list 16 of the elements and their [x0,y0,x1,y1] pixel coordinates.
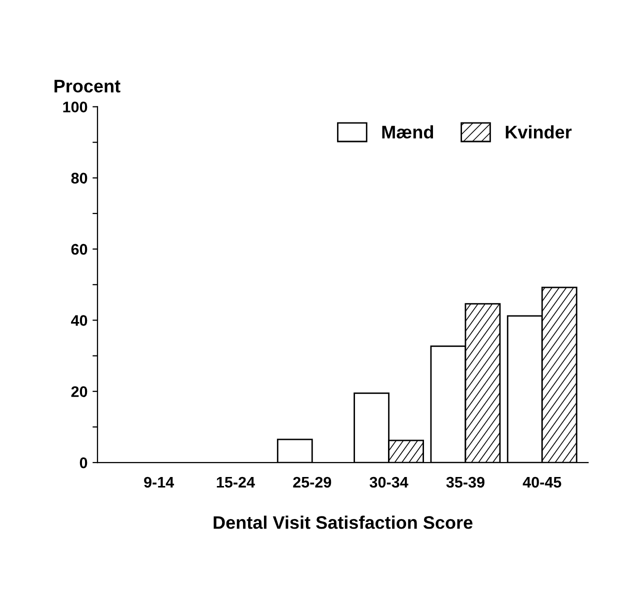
x-tick-label: 35-39 [446,476,484,488]
y-tick-label: 100 [63,102,88,112]
x-tick-label: 40-45 [522,476,562,488]
y-axis-title: Procent [54,80,120,92]
y-tick-label: 60 [71,244,88,255]
y-tick-label: 20 [71,386,88,398]
x-tick-label: 25-29 [293,476,332,488]
x-tick-label: 9-14 [144,476,174,488]
y-tick-label: 40 [71,315,88,326]
x-axis-title: Dental Visit Satisfaction Score [214,516,472,529]
legend-label: Mænd [382,125,434,139]
legend-label: Kvinder [506,125,572,139]
x-tick-label: 15-24 [216,476,255,488]
y-tick-label: 0 [80,457,88,468]
x-tick-label: 30-34 [370,476,408,488]
y-tick-label: 80 [71,172,88,184]
